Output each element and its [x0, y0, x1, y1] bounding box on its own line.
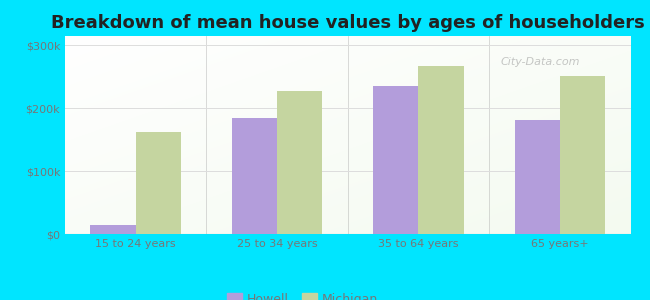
Bar — [277, 91, 322, 234]
Bar — [515, 120, 560, 234]
Bar — [560, 76, 605, 234]
Bar — [373, 86, 419, 234]
Bar — [136, 131, 181, 234]
Bar — [90, 225, 136, 234]
Text: City-Data.com: City-Data.com — [500, 57, 580, 67]
Legend: Howell, Michigan: Howell, Michigan — [222, 288, 383, 300]
Title: Breakdown of mean house values by ages of householders: Breakdown of mean house values by ages o… — [51, 14, 645, 32]
Bar — [232, 118, 277, 234]
Bar — [419, 65, 463, 234]
